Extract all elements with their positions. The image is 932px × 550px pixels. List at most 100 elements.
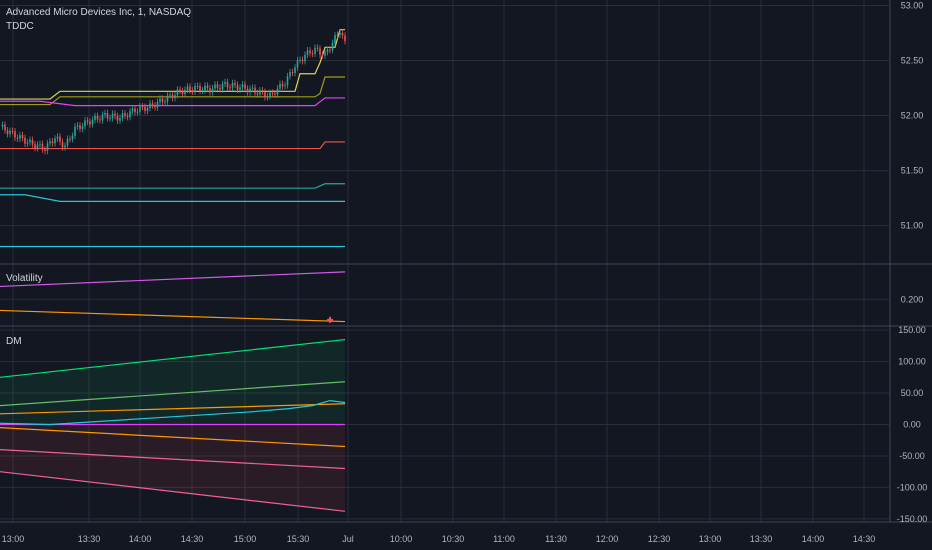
x-tick-label: 14:30 [181, 534, 204, 544]
x-tick-label: 13:30 [750, 534, 773, 544]
dm-tick-label: -150.00 [897, 514, 928, 524]
candle-body [296, 60, 299, 68]
candle-body [176, 89, 179, 96]
chart-title: Advanced Micro Devices Inc, 1, NASDAQ [6, 7, 192, 18]
band-line [0, 29, 345, 100]
candle-body [184, 89, 186, 95]
candle-body [244, 84, 246, 89]
candle-body [291, 72, 294, 74]
candle-body [61, 141, 64, 148]
candle-body [224, 82, 226, 84]
candle-body [279, 83, 281, 89]
candle-body [124, 113, 126, 116]
candle-body [29, 139, 31, 143]
candle-body [341, 32, 344, 36]
candle-body [11, 130, 14, 132]
candle-body [281, 83, 284, 87]
candle-body [269, 92, 271, 97]
candle-body [204, 85, 206, 91]
candle-body [46, 143, 49, 151]
x-tick-label: 15:30 [287, 534, 310, 544]
candle-body [254, 87, 256, 94]
x-tick-label: 15:00 [234, 534, 257, 544]
candle-body [81, 126, 84, 129]
candle-body [79, 125, 81, 129]
candle-body [76, 125, 79, 127]
candle-body [174, 95, 176, 99]
band-line [0, 183, 345, 189]
price-tick-label: 52.50 [901, 56, 924, 66]
candle-body [114, 113, 116, 116]
x-tick-label: 13:00 [2, 534, 25, 544]
candle-body [331, 42, 334, 50]
candle-body [39, 143, 41, 145]
x-tick-label: 11:00 [493, 534, 515, 544]
candle-body [151, 103, 154, 106]
candle-body [329, 49, 331, 51]
dm-series-line [0, 381, 346, 407]
candle-body [231, 83, 234, 88]
candle-body [26, 142, 29, 144]
candle-body [294, 67, 296, 73]
candle-body [66, 138, 69, 146]
candle-body [256, 93, 259, 95]
price-tick-label: 52.00 [901, 111, 924, 121]
candle-body [59, 136, 61, 142]
dm-series-line [0, 399, 346, 426]
candle-body [154, 105, 156, 108]
candle-body [314, 47, 316, 54]
band-line [0, 76, 345, 106]
candle-body [19, 135, 21, 139]
candle-body [84, 120, 86, 127]
candle-body [344, 35, 346, 42]
dm-negative-fill [0, 424, 345, 512]
candle-body [146, 108, 149, 111]
vol-tick-label: 0.200 [901, 294, 924, 304]
candle-body [156, 101, 159, 108]
candle-body [286, 76, 289, 86]
candle-body [131, 108, 134, 112]
x-tick-label: 10:30 [442, 534, 465, 544]
candle-body [229, 87, 231, 89]
candle-body [189, 86, 191, 91]
candle-body [214, 84, 216, 89]
candle-body [211, 88, 214, 93]
candle-body [44, 149, 46, 151]
candle-body [89, 121, 91, 125]
candle-body [9, 130, 11, 135]
candle-body [274, 93, 276, 95]
x-tick-label: 11:30 [545, 534, 567, 544]
dm-tick-label: 0.00 [903, 420, 921, 430]
candle-body [301, 59, 304, 62]
x-tick-label: 13:00 [699, 534, 722, 544]
candle-body [249, 88, 251, 93]
candle-body [206, 85, 209, 89]
x-tick-label: 13:30 [78, 534, 101, 544]
candle-body [34, 144, 36, 149]
candle-body [21, 135, 24, 138]
candle-body [94, 115, 96, 120]
candle-body [41, 143, 44, 150]
candle-body [134, 108, 136, 113]
candle-body [129, 111, 131, 118]
candle-body [241, 84, 244, 88]
candle-body [71, 135, 74, 140]
candle-body [144, 106, 146, 111]
candle-body [161, 98, 164, 103]
candle-body [219, 87, 221, 90]
candle-body [186, 86, 189, 90]
candle-body [194, 86, 196, 92]
dm-tick-label: 150.00 [898, 325, 926, 335]
dm-tick-label: 50.00 [901, 388, 924, 398]
candle-body [49, 141, 51, 144]
dm-tick-label: -50.00 [899, 451, 925, 461]
candle-body [1, 124, 4, 127]
candle-body [226, 82, 229, 88]
candle-body [284, 85, 286, 87]
candle-body [6, 130, 9, 135]
x-tick-label: 14:30 [853, 534, 876, 544]
x-tick-label: 12:30 [648, 534, 671, 544]
price-tick-label: 51.50 [901, 166, 924, 176]
candle-body [246, 88, 249, 93]
